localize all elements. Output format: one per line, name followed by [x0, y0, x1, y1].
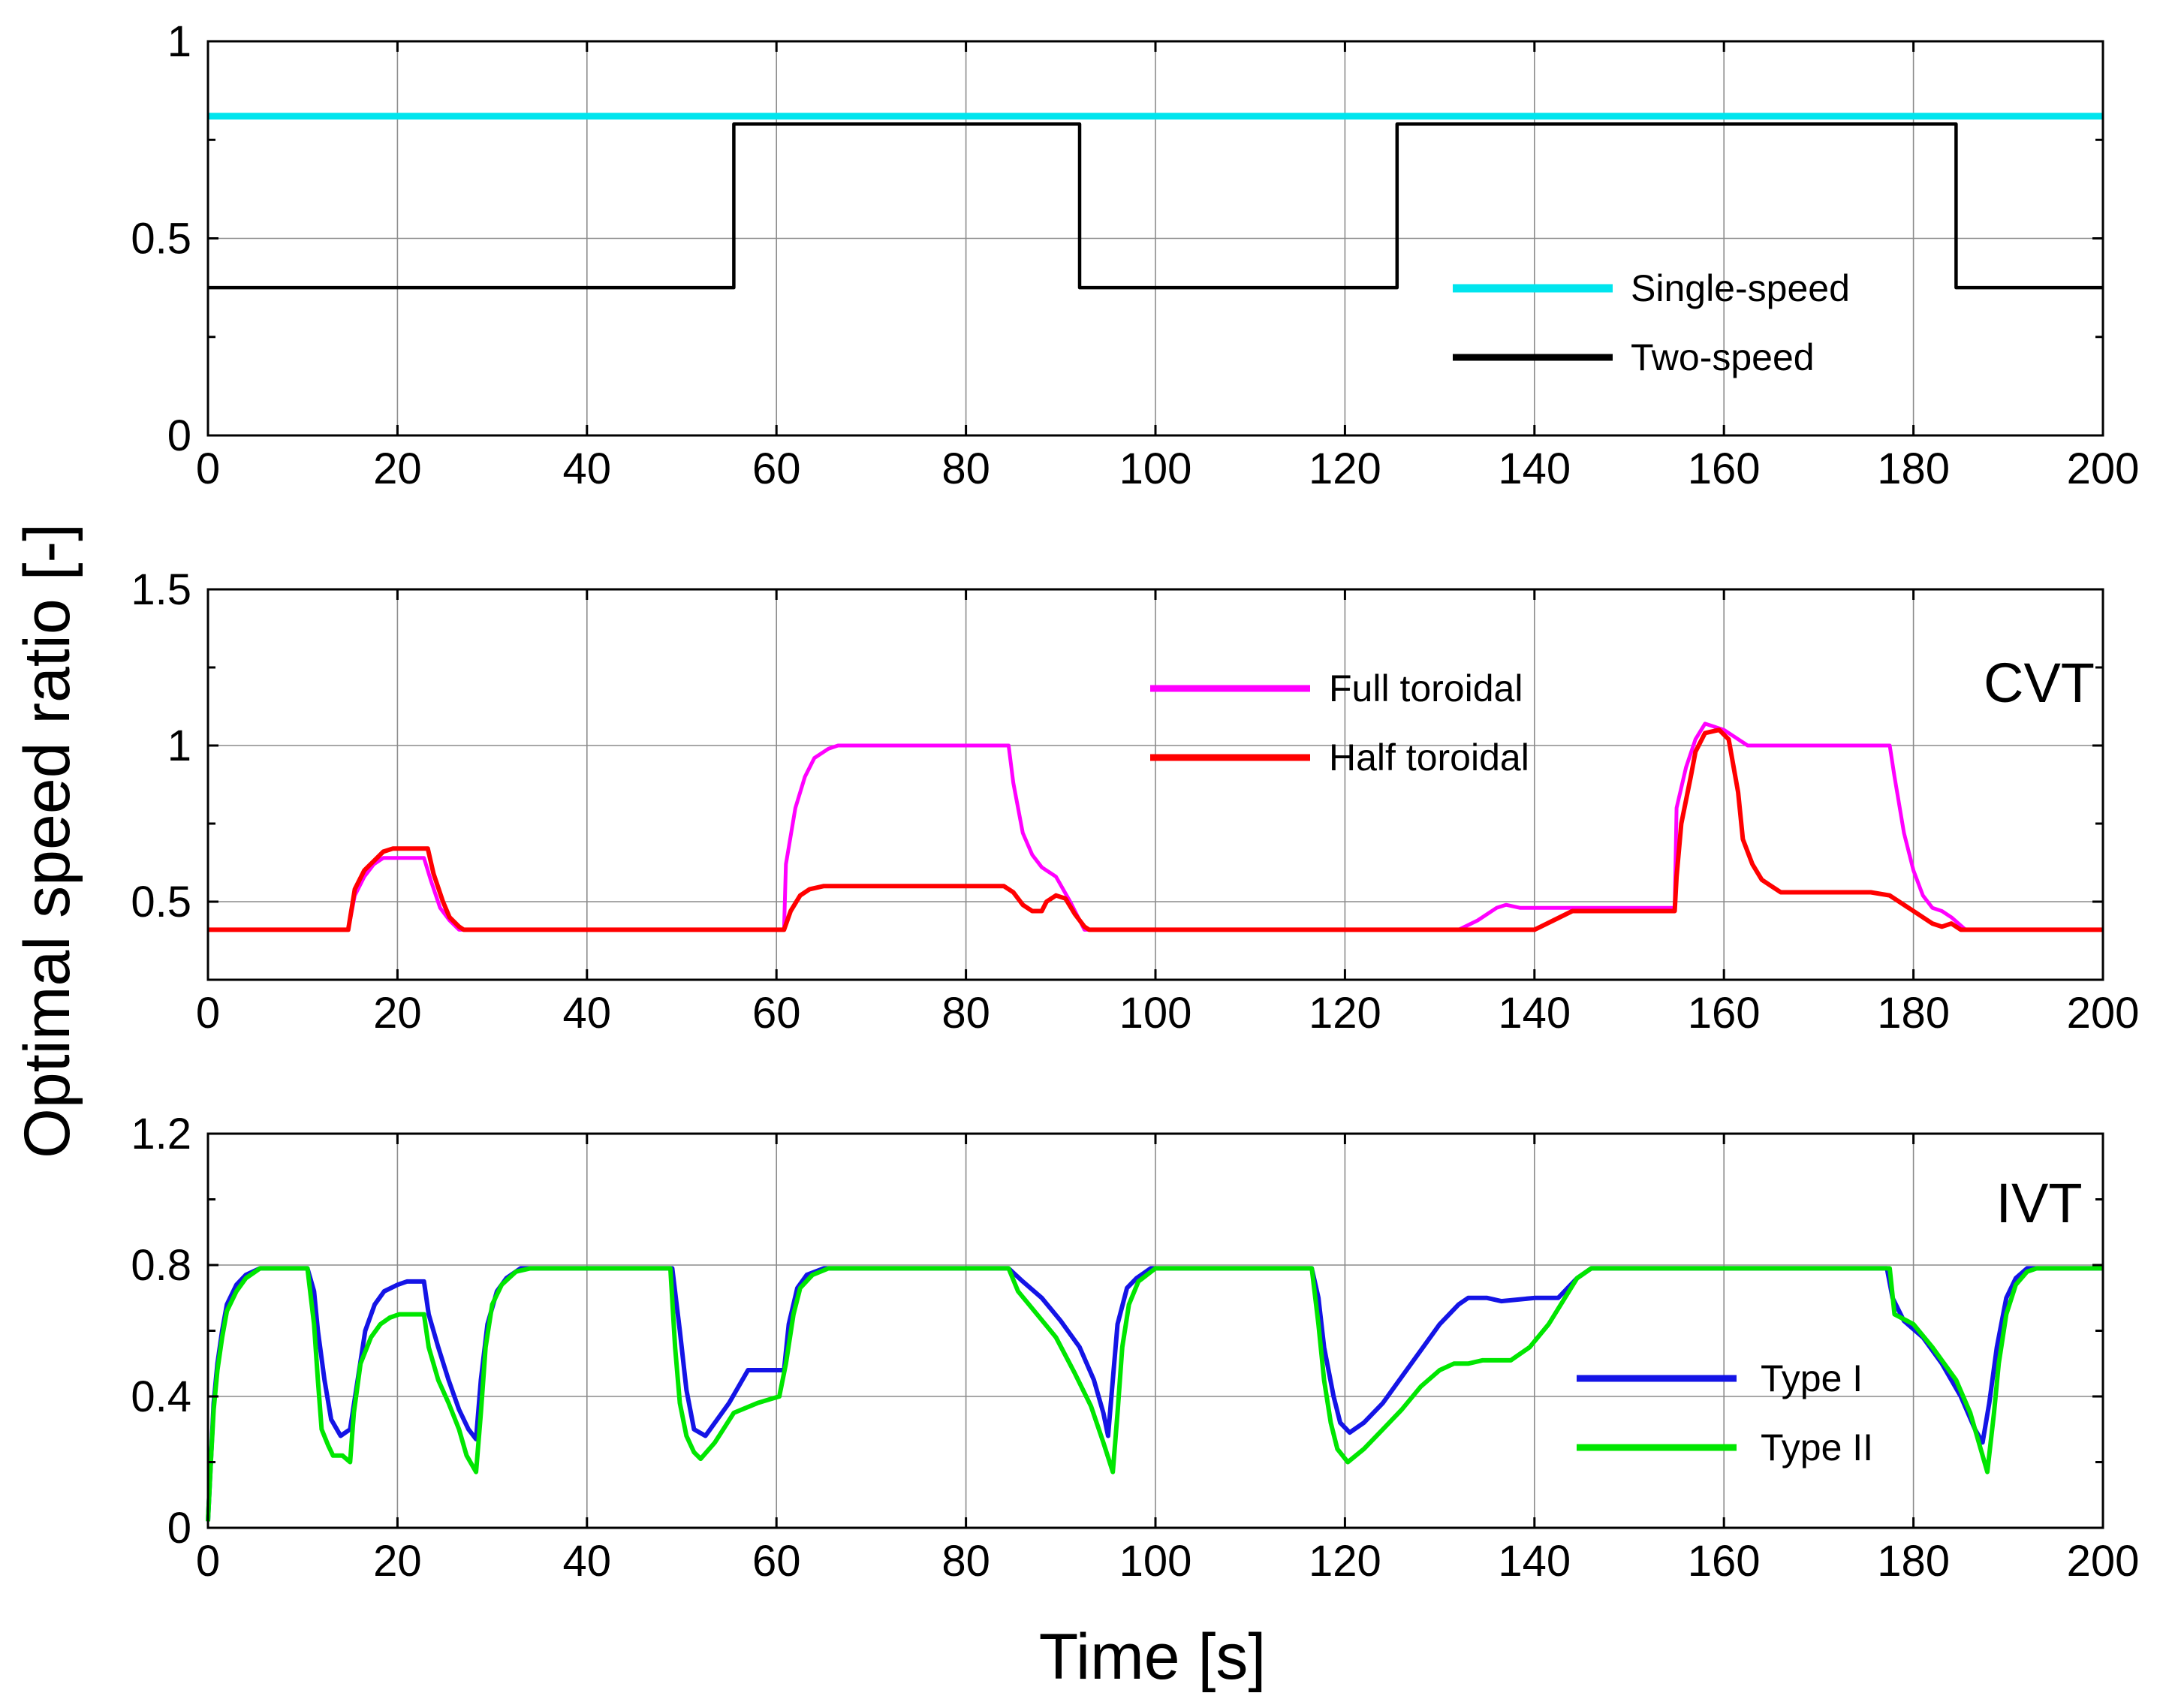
legend-label-type-ii: Type II	[1761, 1426, 1873, 1469]
y-axis-title: Optimal speed ratio [-]	[11, 523, 83, 1158]
panel-bottom-ivt: 0 20 40 60 80 100 120 140 160 180 200 0 0.4 0.8 1.2 Typ…	[131, 1110, 2139, 1586]
x-tick-label: 120	[1309, 989, 1381, 1038]
x-tick-label: 120	[1309, 444, 1381, 493]
legend: Full toroidal Half toroidal	[1150, 667, 1529, 779]
x-tick-label: 80	[941, 1537, 990, 1586]
x-tick-label: 200	[2067, 989, 2140, 1038]
x-tick-label: 60	[752, 1537, 801, 1586]
legend-label-two-speed: Two-speed	[1631, 336, 1815, 378]
y-tick-label: 1.5	[131, 565, 191, 614]
x-tick-label: 20	[373, 989, 422, 1038]
y-tick-label: 1	[167, 721, 191, 770]
x-tick-label: 100	[1119, 1537, 1192, 1586]
x-tick-label: 80	[941, 444, 990, 493]
y-tick-label: 1	[167, 17, 191, 66]
x-tick-label: 40	[563, 989, 612, 1038]
x-tick-label: 0	[196, 1537, 220, 1586]
speed-ratio-figure: 0 20 40 60 80 100 120 140 160 180 20000.51Single-s…	[0, 0, 2163, 1708]
x-tick-label: 0	[196, 444, 220, 493]
x-tick-label: 180	[1877, 444, 1950, 493]
y-tick-label: 0	[167, 411, 191, 460]
y-tick-label: 0.5	[131, 878, 191, 926]
x-tick-label: 160	[1688, 989, 1761, 1038]
panel-top-fixed-ratio: 0 20 40 60 80 100 120 140 160 180 200 0 0.5 1 Single-s…	[131, 17, 2139, 493]
x-tick-label: 40	[563, 1537, 612, 1586]
y-tick-label: 0.5	[131, 215, 191, 264]
panel-label: CVT	[1984, 652, 2095, 714]
x-tick-label: 80	[941, 989, 990, 1038]
x-tick-label: 60	[752, 444, 801, 493]
x-tick-label: 200	[2067, 1537, 2140, 1586]
x-tick-label: 140	[1498, 1537, 1571, 1586]
x-tick-label: 160	[1688, 1537, 1761, 1586]
x-tick-label: 40	[563, 444, 612, 493]
y-tick-label: 0	[167, 1504, 191, 1553]
legend-label-single-speed: Single-speed	[1631, 267, 1850, 309]
x-tick-label: 140	[1498, 989, 1571, 1038]
x-tick-label: 180	[1877, 1537, 1950, 1586]
legend-label-half-toroidal: Half toroidal	[1329, 737, 1529, 779]
panel-label: IVT	[1996, 1172, 2082, 1234]
legend: Type I Type II	[1577, 1357, 1873, 1469]
x-axis-title: Time [s]	[1039, 1621, 1267, 1693]
x-tick-label: 20	[373, 1537, 422, 1586]
x-tick-label: 60	[752, 989, 801, 1038]
panel-middle-cvt: 0 20 40 60 80 100 120 140 160 180 200 0.5 1 1.5 Full t…	[131, 565, 2139, 1038]
y-tick-label: 0.8	[131, 1241, 191, 1290]
x-tick-label: 100	[1119, 444, 1192, 493]
x-tick-label: 20	[373, 444, 422, 493]
y-tick-label: 1.2	[131, 1110, 191, 1158]
y-tick-label: 0.4	[131, 1372, 191, 1421]
legend-label-full-toroidal: Full toroidal	[1329, 667, 1523, 709]
x-tick-label: 200	[2067, 444, 2140, 493]
x-tick-label: 180	[1877, 989, 1950, 1038]
x-tick-label: 100	[1119, 989, 1192, 1038]
x-tick-label: 160	[1688, 444, 1761, 493]
x-tick-label: 140	[1498, 444, 1571, 493]
x-tick-label: 120	[1309, 1537, 1381, 1586]
legend: Single-speed Two-speed	[1453, 267, 1850, 378]
legend-label-type-i: Type I	[1761, 1357, 1863, 1399]
x-tick-label: 0	[196, 989, 220, 1038]
